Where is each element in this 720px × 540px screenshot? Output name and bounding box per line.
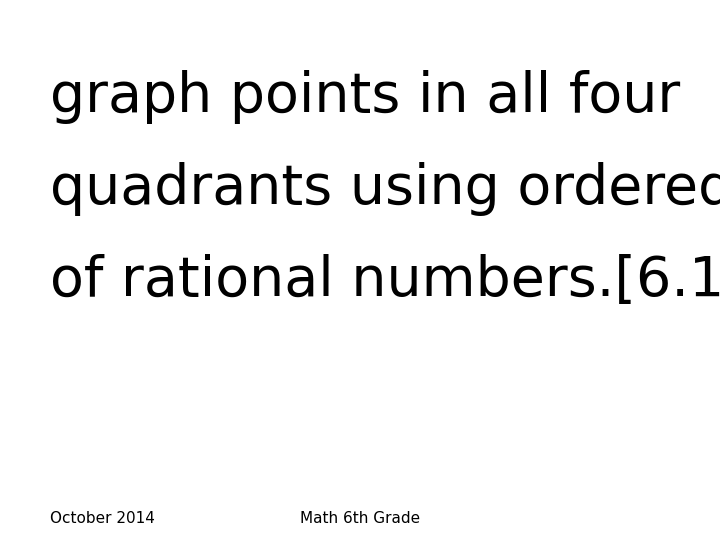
Text: of rational numbers.[6.11A]: of rational numbers.[6.11A] xyxy=(50,254,720,308)
Text: quadrants using ordered pairs: quadrants using ordered pairs xyxy=(50,162,720,216)
Text: graph points in all four: graph points in all four xyxy=(50,70,680,124)
Text: October 2014: October 2014 xyxy=(50,511,156,526)
Text: Math 6th Grade: Math 6th Grade xyxy=(300,511,420,526)
